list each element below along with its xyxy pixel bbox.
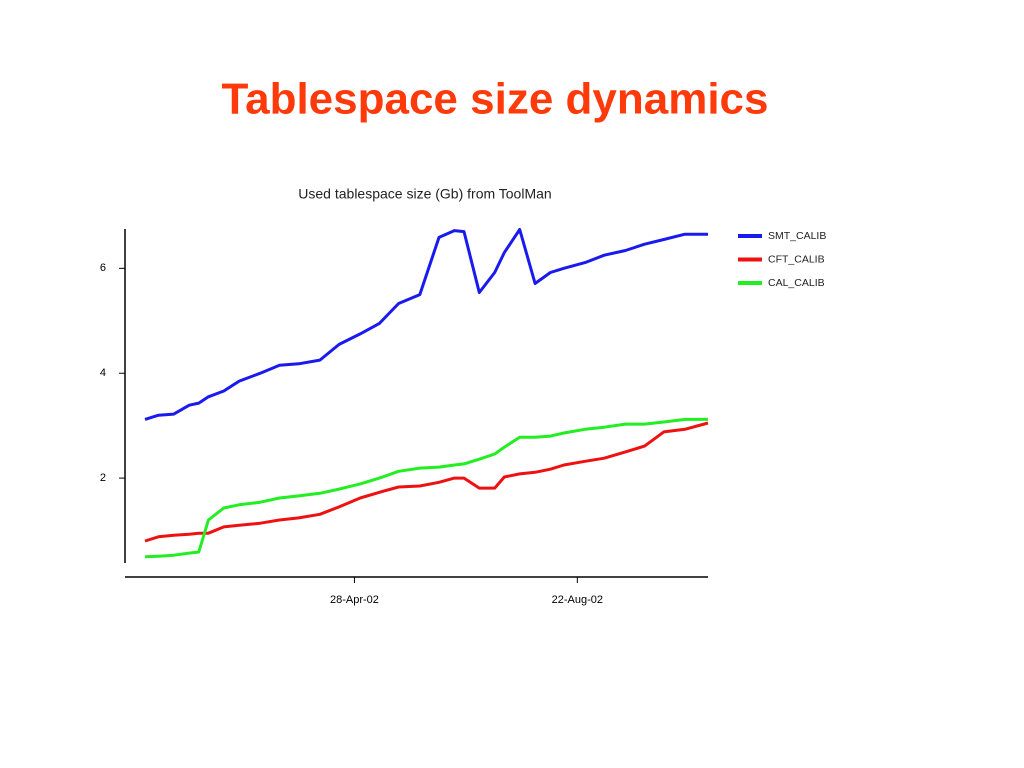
y-tick-label: 2 bbox=[100, 472, 106, 484]
x-tick-label: 22-Aug-02 bbox=[552, 594, 603, 606]
series-line bbox=[144, 417, 708, 559]
x-tick-label: 28-Apr-02 bbox=[330, 594, 379, 606]
series-line bbox=[144, 228, 708, 421]
legend-label: CAL_CALIB bbox=[768, 277, 825, 289]
series-line bbox=[144, 421, 709, 543]
legend-label: CFT_CALIB bbox=[768, 253, 825, 265]
chart-title: Used tablespace size (Gb) from ToolMan bbox=[298, 186, 551, 202]
slide-title: Tablespace size dynamics bbox=[221, 75, 768, 124]
y-tick-label: 6 bbox=[100, 262, 106, 274]
y-tick-label: 4 bbox=[100, 367, 106, 379]
legend-label: SMT_CALIB bbox=[768, 230, 826, 242]
